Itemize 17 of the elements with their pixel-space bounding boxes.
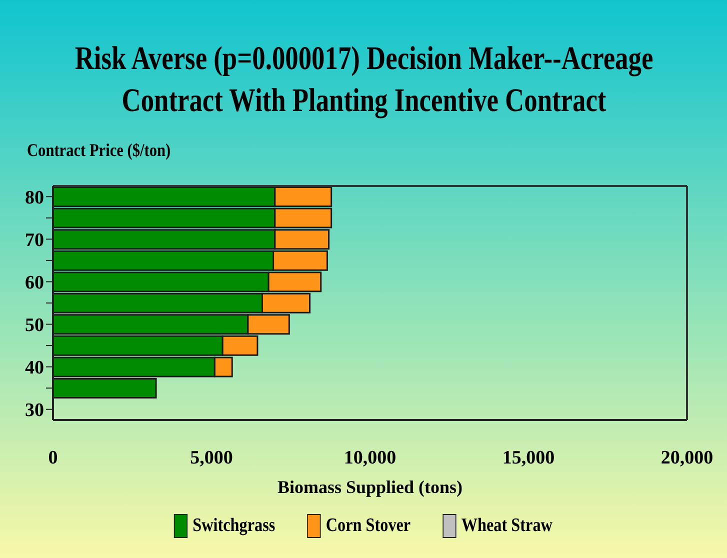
y-tick-label: 30 (25, 400, 44, 422)
x-tick-label: 15,000 (502, 447, 555, 468)
y-tick-label: 40 (25, 358, 44, 379)
x-tick-label: 0 (48, 447, 58, 468)
y-tick-label: 80 (25, 187, 44, 208)
y-tick-label: 60 (25, 272, 44, 294)
legend-label: Switchgrass (192, 515, 275, 537)
legend-label: Corn Stover (325, 515, 410, 537)
x-tick-label: 20,000 (660, 447, 714, 468)
chart-title: Risk Averse (p=0.000017) Decision Maker--Acreage Contract With Planting Incentive Contract (74, 40, 654, 121)
x-tick-label: 5,000 (190, 447, 233, 468)
legend-label: Wheat Straw (462, 515, 553, 537)
y-axis-title: Contract Price ($/ton) (27, 140, 171, 161)
y-tick-label: 70 (25, 230, 44, 251)
x-tick-label: 10,000 (344, 447, 396, 468)
y-tick-label: 50 (25, 315, 44, 336)
x-axis-title: Biomass Supplied (tons) (277, 477, 463, 497)
